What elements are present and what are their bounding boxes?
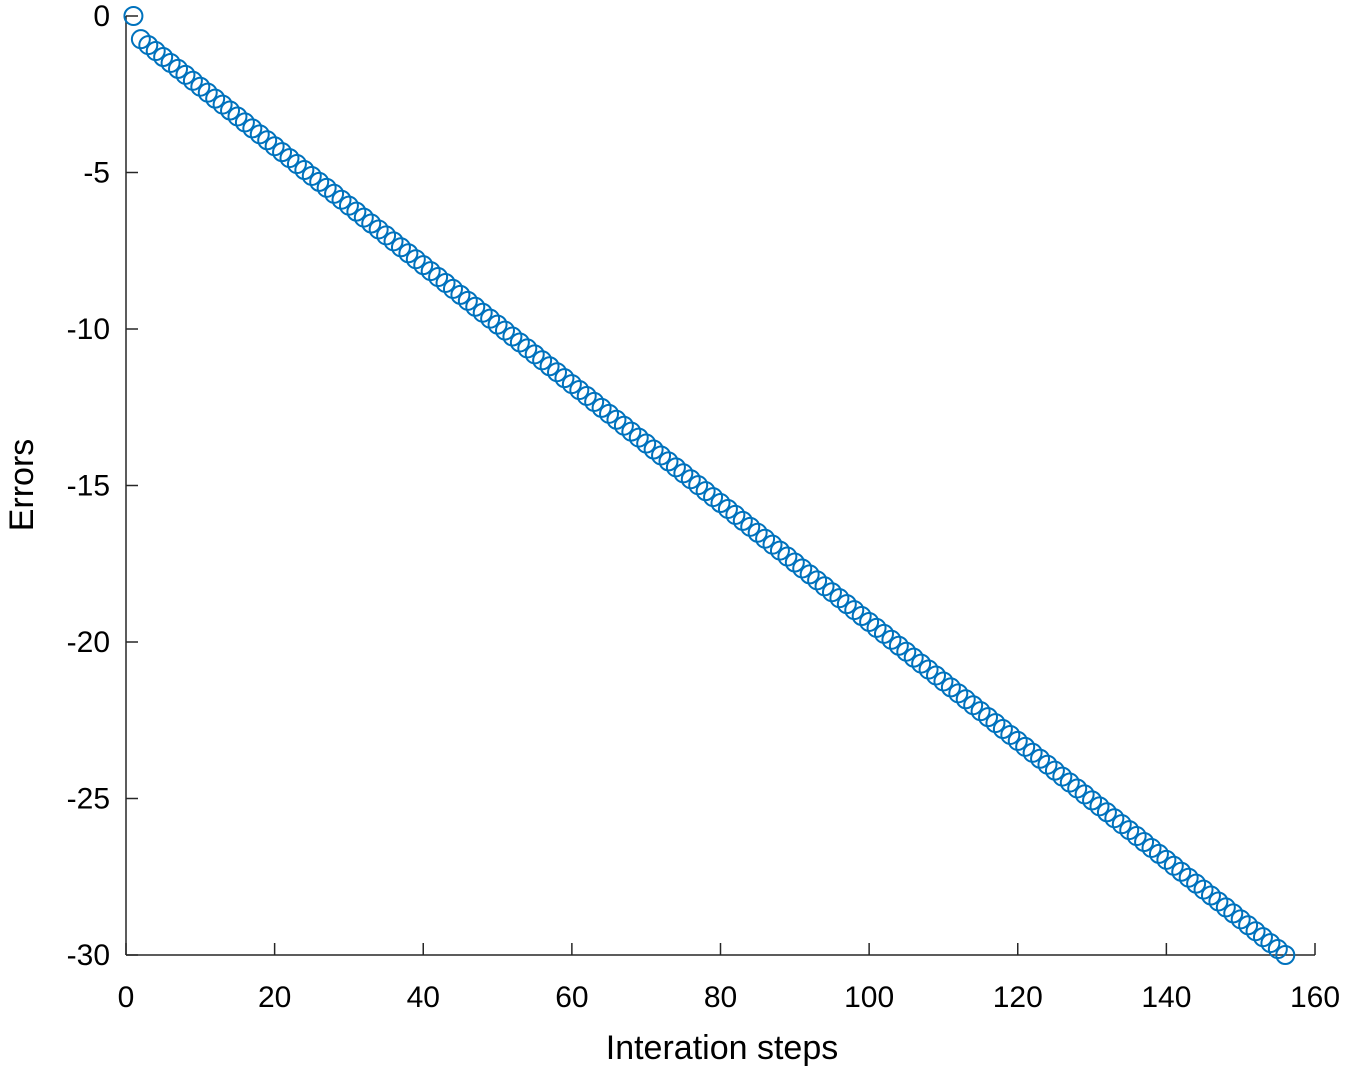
- x-tick-label: 120: [993, 981, 1043, 1014]
- y-tick-label: 0: [93, 0, 110, 33]
- y-tick-label: -5: [83, 156, 110, 189]
- x-tick-label: 160: [1290, 981, 1340, 1014]
- y-tick-label: -20: [67, 626, 110, 659]
- y-tick-label: -15: [67, 469, 110, 502]
- x-tick-label: 40: [407, 981, 440, 1014]
- x-tick-label: 20: [258, 981, 291, 1014]
- marker: [1275, 945, 1296, 965]
- y-tick-label: -25: [67, 782, 110, 815]
- x-tick-label: 100: [844, 981, 894, 1014]
- x-tick-label: 140: [1141, 981, 1191, 1014]
- x-tick-label: 60: [555, 981, 588, 1014]
- y-tick-label: -30: [67, 939, 110, 972]
- y-axis-label: Errors: [3, 439, 41, 532]
- y-tick-label: -10: [67, 313, 110, 346]
- x-tick-label: 0: [118, 981, 135, 1014]
- x-tick-label: 80: [704, 981, 737, 1014]
- marker: [123, 6, 144, 26]
- x-axis-label: Interation steps: [606, 1029, 838, 1067]
